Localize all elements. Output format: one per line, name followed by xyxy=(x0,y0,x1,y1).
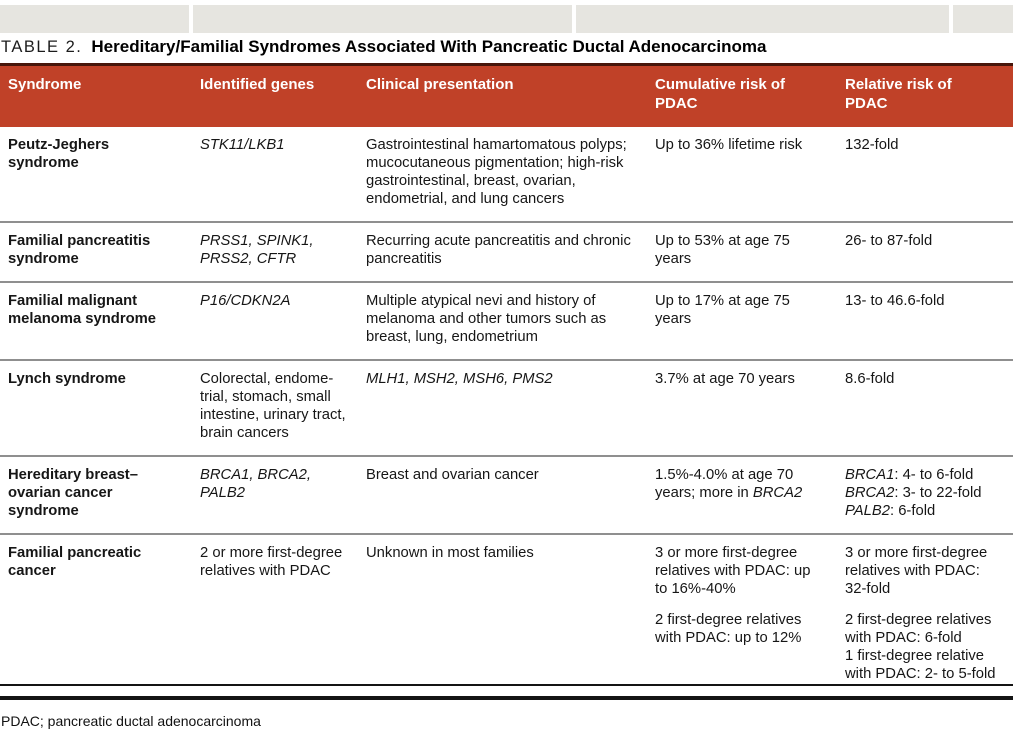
table-title: Hereditary/Familial Syndromes Associated… xyxy=(91,37,767,56)
syndrome-cell: Familial pancreatic cancer xyxy=(0,533,192,698)
relative-risk-paragraph: 3 or more first-degree relatives with PD… xyxy=(845,545,988,597)
table-footnote: PDAC; pancreatic ductal adenocarcinoma xyxy=(1,713,261,729)
syndrome-cell: Familial malignant melanoma syndrome xyxy=(0,281,192,360)
table-row-peutz-jeghers: Peutz-Jeghers syndrome STK11/LKB1 Gastro… xyxy=(0,127,1013,222)
top-band-seam xyxy=(949,5,953,33)
relative-risk-line: BRCA1: 4- to 6-fold xyxy=(845,466,1001,484)
gene-name: BRCA2 xyxy=(845,485,895,501)
cumulative-risk-cell: 1.5%-4.0% at age 70 years; more in BRCA2 xyxy=(647,455,837,534)
associated-cancers-cell: Colorectal, endome­trial, stomach, small… xyxy=(192,359,358,456)
cumulative-risk-text: 1.5%-4.0% at age 70 years; more in xyxy=(655,467,794,501)
syndrome-cell: Lynch syndrome xyxy=(0,359,192,456)
table-caption: TABLE 2. Hereditary/Familial Syndromes As… xyxy=(0,37,1013,63)
column-header-relative-risk: Relative risk of PDAC xyxy=(837,63,1013,127)
genes-cell: P16/CDKN2A xyxy=(192,281,358,360)
cumulative-risk-cell: Up to 53% at age 75 years xyxy=(647,221,837,282)
cumulative-risk-cell: 3.7% at age 70 years xyxy=(647,359,837,456)
relative-risk-cell: BRCA1: 4- to 6-fold BRCA2: 3- to 22-fold… xyxy=(837,455,1013,534)
relative-risk-cell: 13- to 46.6-fold xyxy=(837,281,1013,360)
genes-cell: 2 or more first-degree relatives with PD… xyxy=(192,533,358,698)
genes-cell: MLH1, MSH2, MSH6, PMS2 xyxy=(358,359,647,456)
table-row-familial-pancreatic-cancer: Familial pancreatic cancer 2 or more fir… xyxy=(0,533,1013,698)
fold-value: : 3- to 22-fold xyxy=(894,485,982,501)
genes-cell: PRSS1, SPINK1, PRSS2, CFTR xyxy=(192,221,358,282)
column-header-clinical-presentation: Clinical presentation xyxy=(358,63,647,127)
relative-risk-cell: 3 or more first-degree relatives with PD… xyxy=(837,533,1013,698)
table-row-familial-pancreatitis: Familial pancreatitis syndrome PRSS1, SP… xyxy=(0,221,1013,282)
top-page-band xyxy=(0,5,1013,33)
cumulative-risk-cell: 3 or more first-degree relatives with PD… xyxy=(647,533,837,698)
table-row-hboc: Hereditary breast–ovarian cancer syndrom… xyxy=(0,455,1013,534)
top-band-seam xyxy=(572,5,576,33)
relative-risk-line: BRCA2: 3- to 22-fold xyxy=(845,484,1001,502)
gene-name: BRCA1 xyxy=(845,467,895,483)
relative-risk-cell: 8.6-fold xyxy=(837,359,1013,456)
syndrome-cell: Familial pancreatitis syndrome xyxy=(0,221,192,282)
gene-name: PALB2 xyxy=(845,503,890,519)
cumulative-risk-paragraph: 2 first-degree relatives with PDAC: up t… xyxy=(655,612,802,646)
relative-risk-paragraph: 1 first-degree relative with PDAC: 2- to… xyxy=(845,648,996,682)
fold-value: : 6-fold xyxy=(889,503,936,519)
table-figure: TABLE 2. Hereditary/Familial Syndromes As… xyxy=(0,37,1013,729)
relative-risk-line: PALB2: 6-fold xyxy=(845,502,1001,520)
relative-risk-paragraph: 2 first-degree relatives with PDAC: 6-fo… xyxy=(845,612,992,646)
cumulative-risk-cell: Up to 36% lifetime risk xyxy=(655,137,803,153)
relative-risk-cell: 132-fold xyxy=(845,137,899,153)
gene-name: BRCA2 xyxy=(752,485,803,501)
relative-risk-cell: 26- to 87-fold xyxy=(837,221,1013,282)
fold-value: : 4- to 6-fold xyxy=(894,467,974,483)
top-band-seam xyxy=(189,5,193,33)
clinical-cell: Recurring acute pancreatitis and chronic… xyxy=(358,221,647,282)
syndromes-table: Syndrome Identified genes Clinical prese… xyxy=(0,63,1013,700)
page-bottom-rule xyxy=(0,684,1013,686)
clinical-cell: Gastrointestinal hamartomatous polyps; m… xyxy=(366,137,627,207)
header-row: Syndrome Identified genes Clinical prese… xyxy=(0,63,1013,127)
table-row-familial-melanoma: Familial malignant melanoma syndrome P16… xyxy=(0,281,1013,360)
clinical-cell: Unknown in most families xyxy=(358,533,647,698)
table-label: TABLE 2. xyxy=(1,38,83,56)
column-header-syndrome: Syndrome xyxy=(0,63,192,127)
cumulative-risk-paragraph: 3 or more first-degree relatives with PD… xyxy=(655,545,811,597)
genes-cell: STK11/LKB1 xyxy=(200,137,285,153)
genes-cell: BRCA1, BRCA2, PALB2 xyxy=(192,455,358,534)
clinical-cell: Multiple atypical nevi and history of me… xyxy=(358,281,647,360)
syndrome-cell: Hereditary breast–ovarian cancer syndrom… xyxy=(0,455,192,534)
cumulative-risk-cell: Up to 17% at age 75 years xyxy=(647,281,837,360)
table-row-lynch: Lynch syndrome Colorectal, endome­trial,… xyxy=(0,359,1013,456)
syndrome-cell: Peutz-Jeghers syndrome xyxy=(8,137,110,171)
column-header-identified-genes: Identified genes xyxy=(192,63,358,127)
column-header-cumulative-risk: Cumulative risk of PDAC xyxy=(647,63,837,127)
clinical-cell: Breast and ovarian cancer xyxy=(358,455,647,534)
